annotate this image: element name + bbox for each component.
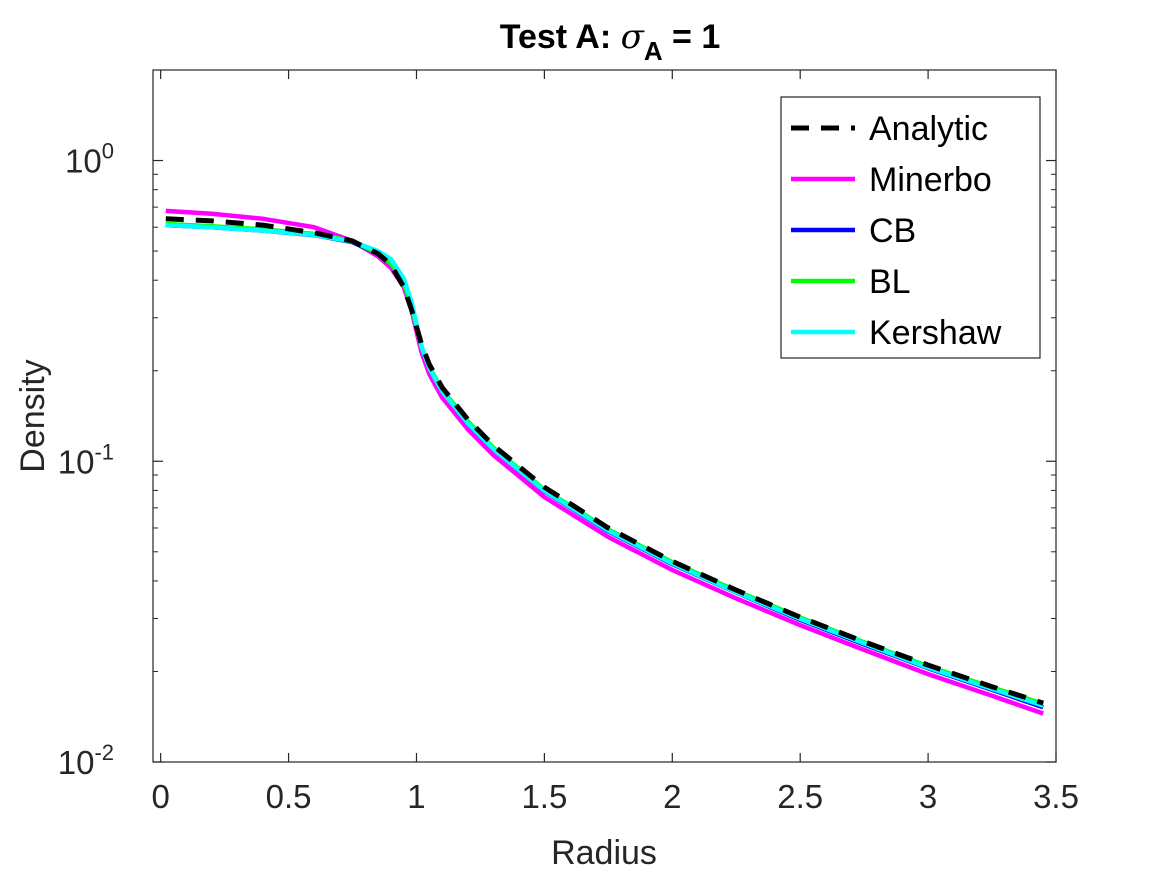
x-tick-label-0-5: 0.5 bbox=[266, 778, 312, 815]
x-tick-labels: 0 0.5 1 1.5 2 2.5 3 3.5 bbox=[151, 778, 1078, 815]
axes-box bbox=[152, 69, 1057, 763]
y-tick-labels: 10-2 10-1 100 bbox=[58, 139, 114, 781]
y-tick-label--1: 10-1 bbox=[58, 439, 114, 480]
y-axis-label: Density bbox=[14, 359, 52, 472]
title-symbol: σ bbox=[621, 17, 645, 57]
legend-label-minerbo: Minerbo bbox=[869, 161, 992, 199]
legend-label-bl: BL bbox=[869, 263, 911, 301]
x-tick-label-1: 1 bbox=[407, 778, 425, 815]
title-prefix: Test A: bbox=[500, 18, 621, 56]
legend-entry-minerbo: Minerbo bbox=[791, 161, 992, 199]
legend-entries: Analytic Minerbo CB BL Kershaw bbox=[791, 110, 1002, 352]
legend-box bbox=[780, 96, 1041, 359]
legend-label-kershaw: Kershaw bbox=[869, 314, 1002, 352]
y-tick-label-0: 100 bbox=[65, 139, 114, 180]
legend-entry-analytic: Analytic bbox=[791, 110, 988, 148]
x-tick-label-1-5: 1.5 bbox=[521, 778, 567, 815]
legend-label-cb: CB bbox=[869, 212, 916, 250]
x-tick-label-3: 3 bbox=[919, 778, 937, 815]
legend-entry-bl: BL bbox=[791, 263, 911, 301]
x-tick-label-2-5: 2.5 bbox=[777, 778, 823, 815]
title-subscript: A bbox=[644, 36, 663, 66]
chart-title: Test A: σA = 1 bbox=[500, 17, 721, 66]
x-tick-label-3-5: 3.5 bbox=[1033, 778, 1079, 815]
x-tick-label-0: 0 bbox=[151, 778, 169, 815]
legend-entry-cb: CB bbox=[791, 212, 916, 250]
legend-label-analytic: Analytic bbox=[869, 110, 988, 148]
y-tick-label--2: 10-2 bbox=[58, 740, 114, 781]
x-axis-label: Radius bbox=[551, 834, 657, 872]
series-layer bbox=[165, 208, 1044, 716]
x-tick-label-2: 2 bbox=[663, 778, 681, 815]
title-suffix: = 1 bbox=[663, 18, 721, 56]
legend-entry-kershaw: Kershaw bbox=[791, 314, 1002, 352]
legend: Analytic Minerbo CB BL Kershaw bbox=[780, 96, 1041, 359]
series-line-analytic bbox=[165, 216, 1044, 706]
